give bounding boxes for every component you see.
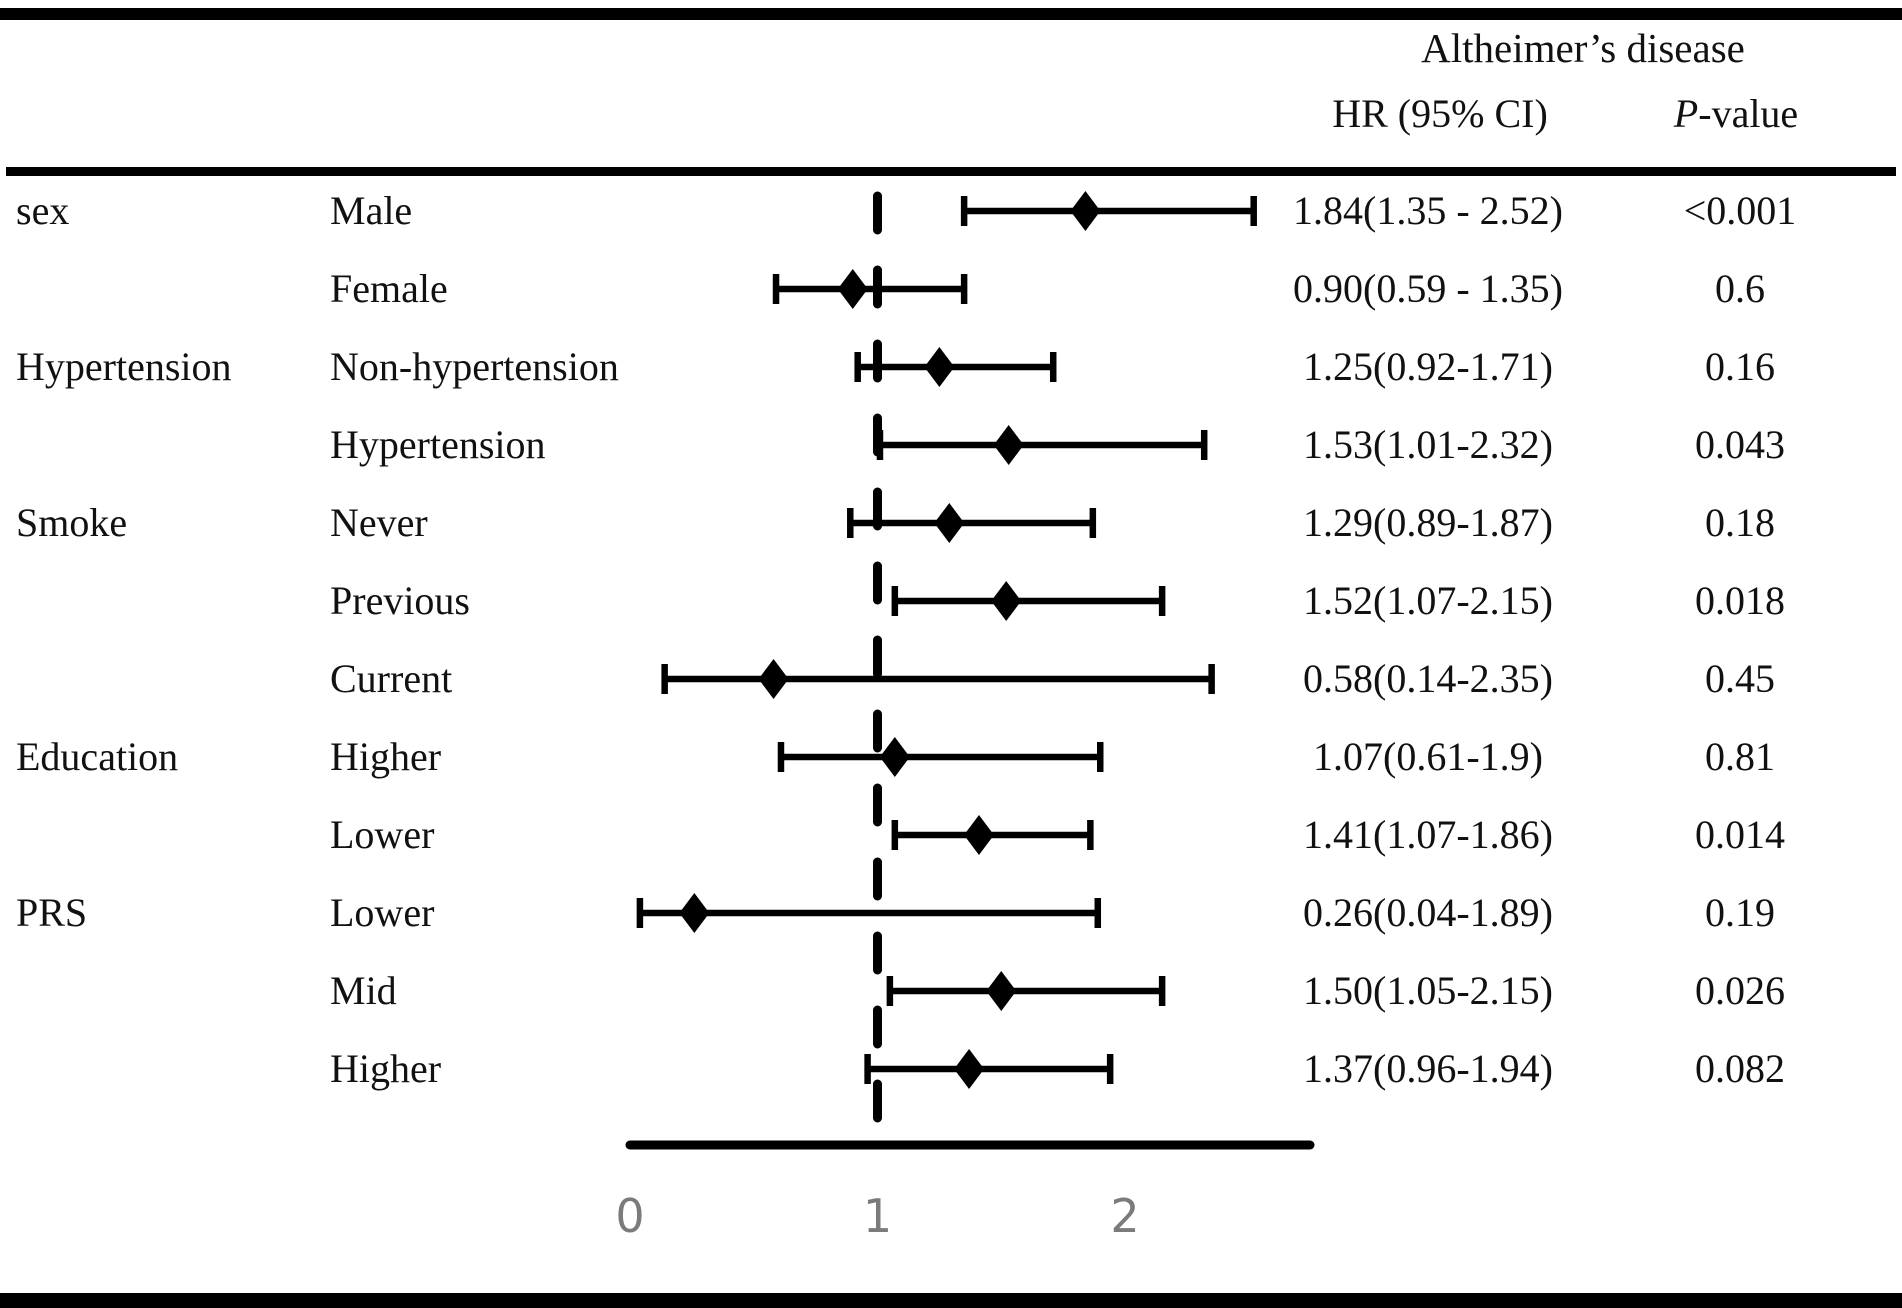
row-p-value: 0.18 [1705, 500, 1775, 545]
row-hr-ci: 0.90(0.59 - 1.35) [1293, 266, 1563, 311]
row-p-value: 0.6 [1715, 266, 1765, 311]
row-hr-ci: 1.41(1.07-1.86) [1303, 812, 1553, 857]
row-subgroup-label: Male [330, 188, 413, 233]
hr-diamond-marker [758, 659, 789, 699]
row-p-value: 0.45 [1705, 656, 1775, 701]
row-p-value: 0.026 [1695, 968, 1785, 1013]
hr-diamond-marker [954, 1049, 985, 1089]
row-subgroup-label: Previous [330, 578, 470, 623]
row-subgroup-label: Higher [330, 1046, 442, 1091]
row-p-value: 0.16 [1705, 344, 1775, 389]
header-rule [6, 167, 1896, 176]
hr-diamond-marker [879, 737, 910, 777]
hr-diamond-marker [679, 893, 710, 933]
p-header-rest-part: -value [1698, 91, 1799, 136]
top-border [0, 8, 1902, 20]
hr-diamond-marker [963, 815, 994, 855]
row-subgroup-label: Hypertension [330, 422, 546, 467]
row-subgroup-label: Current [330, 656, 453, 701]
row-p-value: 0.014 [1695, 812, 1785, 857]
hr-diamond-marker [934, 503, 965, 543]
plot-title: Altheimer’s disease [1421, 25, 1745, 71]
hr-diamond-marker [986, 971, 1017, 1011]
x-axis-tick-label: 0 [615, 1189, 644, 1243]
row-subgroup-label: Female [330, 266, 448, 311]
row-hr-ci: 1.50(1.05-2.15) [1303, 968, 1553, 1013]
row-hr-ci: 1.52(1.07-2.15) [1303, 578, 1553, 623]
x-axis-tick-label: 2 [1110, 1189, 1139, 1243]
row-p-value: 0.082 [1695, 1046, 1785, 1091]
row-subgroup-label: Lower [330, 812, 435, 857]
row-group-label: Education [16, 734, 179, 779]
row-hr-ci: 1.29(0.89-1.87) [1303, 500, 1553, 545]
hr-diamond-marker [924, 347, 955, 387]
row-subgroup-label: Mid [330, 968, 397, 1013]
x-axis-tick-label: 1 [863, 1189, 892, 1243]
hr-column-header: HR (95% CI) [1332, 91, 1548, 136]
row-p-value: 0.018 [1695, 578, 1785, 623]
hr-diamond-marker [1070, 191, 1101, 231]
row-hr-ci: 1.37(0.96-1.94) [1303, 1046, 1553, 1091]
p-value-column-header: P-value [1674, 90, 1798, 137]
row-group-label: Smoke [16, 500, 128, 545]
hr-diamond-marker [993, 425, 1024, 465]
row-hr-ci: 1.07(0.61-1.9) [1313, 734, 1543, 779]
row-p-value: 0.043 [1695, 422, 1785, 467]
hr-diamond-marker [991, 581, 1022, 621]
row-hr-ci: 0.58(0.14-2.35) [1303, 656, 1553, 701]
row-subgroup-label: Higher [330, 734, 442, 779]
row-hr-ci: 0.26(0.04-1.89) [1303, 890, 1553, 935]
row-subgroup-label: Lower [330, 890, 435, 935]
row-p-value: <0.001 [1683, 188, 1797, 233]
row-group-label: sex [16, 188, 70, 233]
row-subgroup-label: Never [330, 500, 428, 545]
row-p-value: 0.81 [1705, 734, 1775, 779]
row-hr-ci: 1.84(1.35 - 2.52) [1293, 188, 1563, 233]
row-hr-ci: 1.25(0.92-1.71) [1303, 344, 1553, 389]
row-group-label: Hypertension [16, 344, 232, 389]
row-group-label: PRS [16, 890, 88, 935]
row-hr-ci: 1.53(1.01-2.32) [1303, 422, 1553, 467]
hr-diamond-marker [837, 269, 868, 309]
row-subgroup-label: Non-hypertension [330, 344, 619, 389]
row-p-value: 0.19 [1705, 890, 1775, 935]
bottom-border [0, 1293, 1902, 1308]
p-header-italic-part: P [1673, 91, 1699, 136]
